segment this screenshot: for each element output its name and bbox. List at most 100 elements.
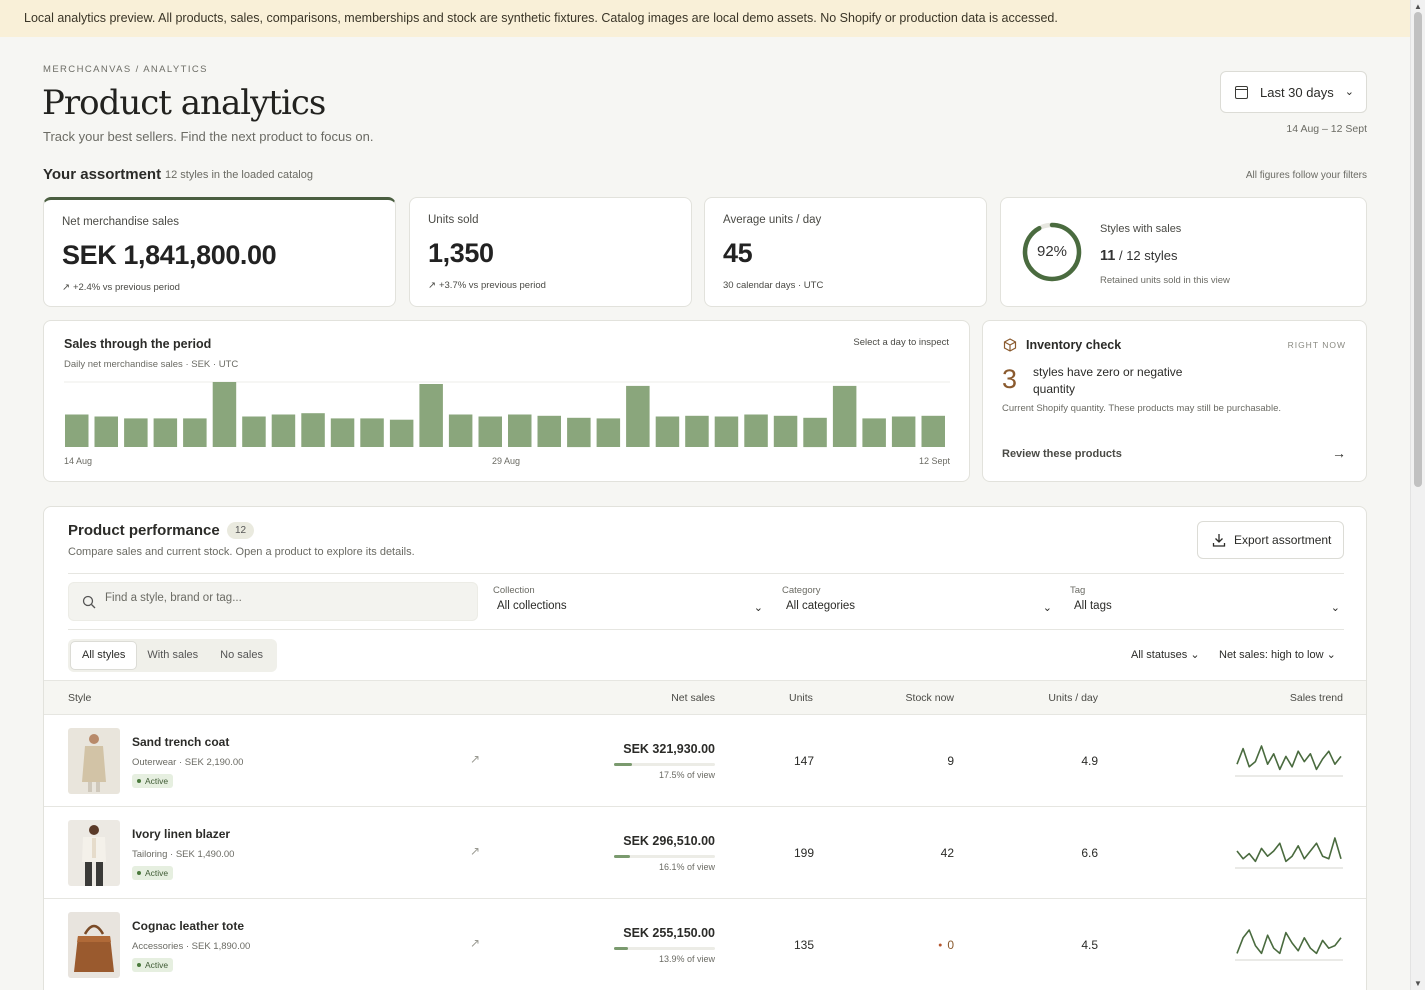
sales-bar-20-aug[interactable] <box>242 416 266 448</box>
chevron-down-icon: ⌄ <box>1326 649 1336 661</box>
arrow-right-icon[interactable]: → <box>1332 445 1346 461</box>
product-name[interactable]: Ivory linen blazer <box>132 827 231 841</box>
x-tick-end: 12 Sept <box>919 456 951 466</box>
sales-bar-25-aug[interactable] <box>389 419 414 447</box>
download-icon <box>1212 534 1226 547</box>
sales-bar-3-sept[interactable] <box>655 416 680 448</box>
column-style[interactable]: Style <box>68 692 92 704</box>
net-sales-value: SEK 255,150.00 <box>623 926 715 940</box>
export-assortment-button[interactable]: Export assortment <box>1197 521 1344 559</box>
review-products-link[interactable]: Review these products <box>1002 448 1122 460</box>
sort-select[interactable]: Net sales: high to low ⌄ <box>1219 649 1336 661</box>
status-badge: Active <box>132 958 174 972</box>
collection-filter[interactable]: Collection All collections ⌄ <box>493 585 763 614</box>
sales-bar-12-sept[interactable] <box>921 415 946 447</box>
sales-bar-31-aug[interactable] <box>567 417 591 448</box>
scroll-up-icon[interactable]: ▲ <box>1414 2 1422 11</box>
date-range-label: Last 30 days <box>1260 84 1334 100</box>
search-input[interactable] <box>105 592 465 604</box>
sales-bar-28-aug[interactable] <box>478 416 503 448</box>
page-subtitle: Track your best sellers. Find the next p… <box>43 129 374 144</box>
kpi-delta: ↗ +3.7% vs previous period <box>428 280 546 291</box>
trend-up-icon: ↗ <box>428 280 436 291</box>
status-filter[interactable]: All statuses ⌄ <box>1131 649 1200 661</box>
sales-bar-7-sept[interactable] <box>773 415 798 447</box>
divider <box>68 573 1344 574</box>
sales-bar-6-sept[interactable] <box>744 414 768 448</box>
status-badge: Active <box>132 866 174 880</box>
column-sales-trend: Sales trend <box>1289 692 1343 704</box>
sales-bar-17-aug[interactable] <box>153 418 178 447</box>
sales-bar-23-aug[interactable] <box>330 418 355 447</box>
inventory-check-card: Inventory check RIGHT NOW 3 styles have … <box>982 320 1367 482</box>
scrollbar-thumb[interactable] <box>1414 12 1422 487</box>
sales-bar-26-aug[interactable] <box>419 384 443 447</box>
sales-bar-18-aug[interactable] <box>183 418 207 447</box>
share-of-view: 16.1% of view <box>658 862 715 872</box>
sales-bar-4-sept[interactable] <box>685 415 709 447</box>
net-sales-value: SEK 321,930.00 <box>623 742 715 756</box>
sales-bar-2-sept[interactable] <box>626 385 650 447</box>
sales-bar-chart[interactable]: 14 Aug 29 Aug 12 Sept <box>44 321 971 483</box>
open-product-icon[interactable]: ↗ <box>470 752 481 766</box>
sales-bar-10-sept[interactable] <box>862 418 886 447</box>
kpi-value: 1,350 <box>428 238 494 268</box>
inventory-badge: RIGHT NOW <box>1287 340 1346 350</box>
styles-with-sales-label: Styles with sales <box>1100 223 1182 235</box>
sales-bar-14-aug[interactable] <box>65 414 89 448</box>
column-units-per-day[interactable]: Units / day <box>1048 692 1098 704</box>
share-of-view: 17.5% of view <box>658 770 715 780</box>
kpi-label: Net merchandise sales <box>62 216 179 228</box>
product-name[interactable]: Cognac leather tote <box>132 919 245 933</box>
product-name[interactable]: Sand trench coat <box>132 735 230 749</box>
kpi-card-styles-with-sales: 92% Styles with sales 11 / 12 styles Ret… <box>1000 197 1367 307</box>
tag-filter[interactable]: Tag All tags ⌄ <box>1070 585 1340 614</box>
share-bar <box>614 855 715 858</box>
segment-all-styles[interactable]: All styles <box>71 642 137 669</box>
date-range-text: 14 Aug – 12 Sept <box>1286 123 1367 135</box>
column-net-sales[interactable]: Net sales <box>671 692 715 704</box>
filter-value: All collections <box>497 600 567 612</box>
scroll-down-icon[interactable]: ▼ <box>1414 979 1422 988</box>
date-range-select[interactable]: Last 30 days ⌄ <box>1220 71 1367 113</box>
sales-bar-30-aug[interactable] <box>537 415 562 447</box>
units-per-day-value: 4.9 <box>1081 754 1098 768</box>
sales-bar-15-aug[interactable] <box>94 416 119 448</box>
calendar-icon <box>1235 85 1248 99</box>
column-units[interactable]: Units <box>789 692 813 704</box>
kpi-delta: 30 calendar days · UTC <box>723 280 824 291</box>
performance-title: Product performance <box>68 522 220 539</box>
sales-bar-22-aug[interactable] <box>301 413 325 447</box>
category-filter[interactable]: Category All categories ⌄ <box>782 585 1052 614</box>
segment-no-sales[interactable]: No sales <box>220 649 263 661</box>
stock-value: 9 <box>947 754 954 768</box>
sales-bar-19-aug[interactable] <box>212 382 237 447</box>
sales-bar-11-sept[interactable] <box>891 416 916 448</box>
kpi-card-net-sales: Net merchandise sales SEK 1,841,800.00 ↗… <box>43 197 396 307</box>
column-stock-now[interactable]: Stock now <box>905 692 954 704</box>
sales-bar-8-sept[interactable] <box>803 417 827 448</box>
table-row[interactable]: Cognac leather tote Accessories · SEK 1,… <box>44 899 1366 990</box>
sales-bar-5-sept[interactable] <box>714 416 739 448</box>
product-search[interactable] <box>68 582 478 621</box>
sales-bar-27-aug[interactable] <box>448 414 473 448</box>
assortment-note: All figures follow your filters <box>1245 170 1367 181</box>
sales-bar-21-aug[interactable] <box>271 414 296 448</box>
sales-bar-1-sept[interactable] <box>596 418 621 447</box>
sales-bar-24-aug[interactable] <box>360 418 384 447</box>
sales-bar-9-sept[interactable] <box>832 385 857 447</box>
net-sales-value: SEK 296,510.00 <box>623 834 715 848</box>
open-product-icon[interactable]: ↗ <box>470 936 481 950</box>
assortment-subtitle: 12 styles in the loaded catalog <box>165 169 313 181</box>
inventory-note: Current Shopify quantity. These products… <box>1002 403 1281 414</box>
segment-with-sales[interactable]: With sales <box>147 649 199 661</box>
units-value: 199 <box>793 846 815 860</box>
filter-label: Tag <box>1070 585 1086 596</box>
table-row[interactable]: Ivory linen blazer Tailoring · SEK 1,490… <box>44 807 1366 899</box>
sales-bar-16-aug[interactable] <box>124 418 148 447</box>
sales-bar-29-aug[interactable] <box>508 414 532 448</box>
page-scrollbar[interactable]: ▲ ▼ <box>1410 0 1425 990</box>
open-product-icon[interactable]: ↗ <box>470 844 481 858</box>
table-row[interactable]: Sand trench coat Outerwear · SEK 2,190.0… <box>44 715 1366 807</box>
sales-trend-sparkline <box>1235 745 1343 777</box>
